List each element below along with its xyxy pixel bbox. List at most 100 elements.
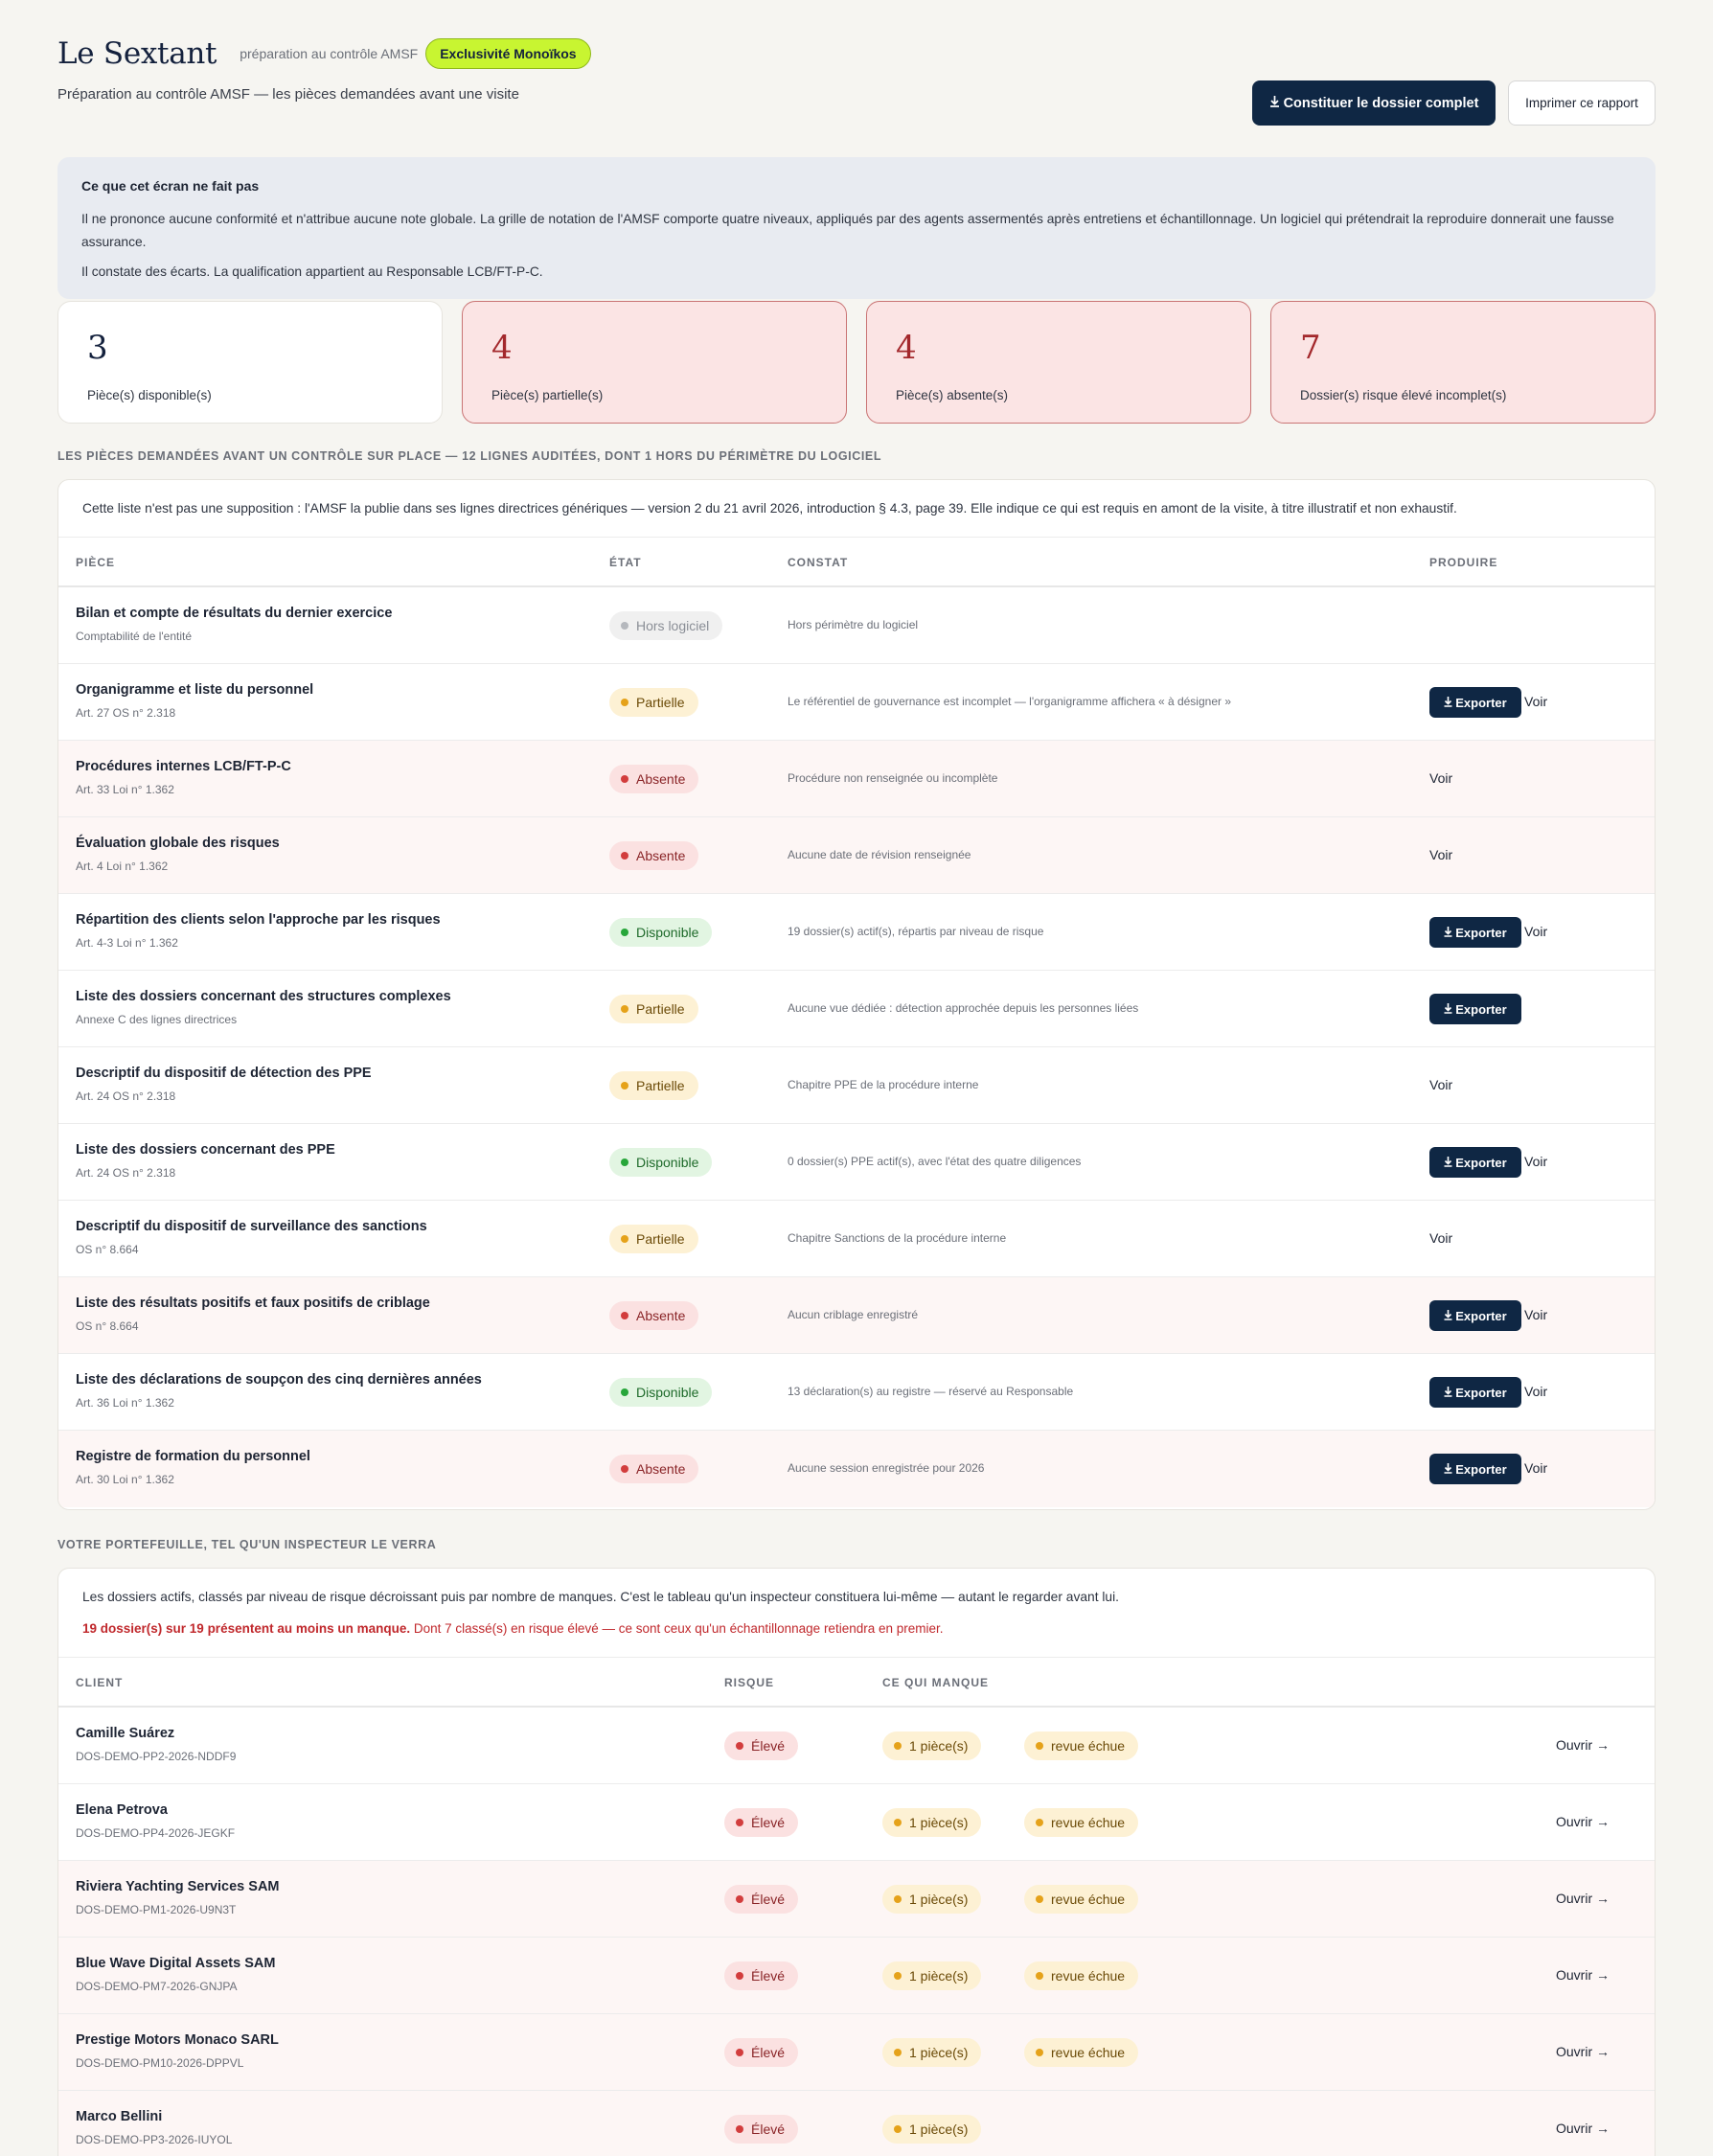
piece-reference: Art. 30 Loi n° 1.362: [76, 1473, 174, 1486]
piece-constat: Aucune vue dédiée : détection approchée …: [788, 1001, 1139, 1015]
piece-reference: Art. 27 OS n° 2.318: [76, 706, 176, 720]
print-report-button[interactable]: Imprimer ce rapport: [1508, 80, 1656, 126]
status-dot-icon: [1036, 1742, 1043, 1750]
piece-reference: OS n° 8.664: [76, 1319, 139, 1333]
view-link[interactable]: Voir: [1429, 847, 1453, 862]
review-overdue-badge-label: revue échue: [1051, 1892, 1126, 1907]
status-badge: Partielle: [609, 688, 698, 717]
piece-title: Registre de formation du personnel: [76, 1449, 310, 1464]
brand-subtitle: préparation au contrôle AMSF: [240, 46, 419, 61]
stat-value: 4: [896, 329, 917, 367]
portfolio-alert: 19 dossier(s) sur 19 présentent au moins…: [82, 1619, 1631, 1639]
status-dot-icon: [736, 2049, 743, 2056]
export-label: Exporter: [1455, 695, 1507, 710]
review-overdue-badge-label: revue échue: [1051, 1738, 1126, 1754]
status-badge-label: Partielle: [636, 1001, 685, 1017]
review-overdue-badge-label: revue échue: [1051, 1968, 1126, 1984]
open-file-link[interactable]: Ouvrir →: [1556, 2044, 1610, 2059]
stat-label: Pièce(s) disponible(s): [87, 388, 212, 402]
view-link[interactable]: Voir: [1524, 1384, 1548, 1399]
piece-title: Répartition des clients selon l'approche…: [76, 912, 441, 928]
open-file-link[interactable]: Ouvrir →: [1556, 1891, 1610, 1906]
export-button[interactable]: Exporter: [1429, 994, 1521, 1024]
piece-constat: 19 dossier(s) actif(s), répartis par niv…: [788, 925, 1044, 938]
status-badge: Partielle: [609, 1225, 698, 1253]
build-full-file-button[interactable]: Constituer le dossier complet: [1252, 80, 1496, 126]
column-constat: Constat: [788, 556, 849, 569]
export-label: Exporter: [1455, 1001, 1507, 1017]
notice-paragraph: Il constate des écarts. La qualification…: [81, 264, 543, 279]
missing-pieces-badge: 1 pièce(s): [882, 1885, 982, 1914]
review-overdue-badge: revue échue: [1024, 1808, 1139, 1837]
status-badge: Disponible: [609, 918, 713, 947]
view-link[interactable]: Voir: [1524, 1307, 1548, 1322]
stat-label: Pièce(s) absente(s): [896, 388, 1009, 402]
stat-card: 4 Pièce(s) partielle(s): [462, 301, 847, 424]
status-dot-icon: [894, 2049, 902, 2056]
status-dot-icon: [736, 1972, 743, 1980]
review-overdue-badge: revue échue: [1024, 1732, 1139, 1760]
brand-row: Le Sextant préparation au contrôle AMSF …: [57, 36, 591, 71]
portfolio-rows: Camille Suárez DOS-DEMO-PP2-2026-NDDF9 Éle…: [58, 1708, 1655, 2156]
client-name: Elena Petrova: [76, 1802, 168, 1818]
status-dot-icon: [621, 1388, 628, 1396]
risk-badge: Élevé: [724, 1808, 799, 1837]
view-link[interactable]: Voir: [1524, 1460, 1548, 1476]
missing-pieces-badge: 1 pièce(s): [882, 2115, 982, 2144]
export-button[interactable]: Exporter: [1429, 917, 1521, 948]
view-link[interactable]: Voir: [1429, 1230, 1453, 1246]
notice-title: Ce que cet écran ne fait pas: [81, 178, 260, 194]
status-dot-icon: [736, 2125, 743, 2133]
stat-label: Pièce(s) partielle(s): [491, 388, 604, 402]
status-badge: Absente: [609, 841, 699, 870]
pieces-table-header: Pièce État Constat Produire: [58, 538, 1655, 587]
export-label: Exporter: [1455, 1385, 1507, 1400]
open-file-link[interactable]: Ouvrir →: [1556, 2121, 1610, 2136]
header: Le Sextant préparation au contrôle AMSF …: [57, 0, 1656, 153]
risk-badge-label: Élevé: [751, 1968, 786, 1984]
piece-title: Liste des déclarations de soupçon des ci…: [76, 1372, 482, 1388]
table-row: Procédures internes LCB/FT-P-C Art. 33 Lo…: [58, 741, 1655, 817]
risk-badge-label: Élevé: [751, 1815, 786, 1830]
export-button[interactable]: Exporter: [1429, 1147, 1521, 1178]
risk-badge-label: Élevé: [751, 1892, 786, 1907]
open-file-link[interactable]: Ouvrir →: [1556, 1967, 1610, 1983]
stat-card: 3 Pièce(s) disponible(s): [57, 301, 443, 424]
export-button[interactable]: Exporter: [1429, 1377, 1521, 1408]
missing-pieces-badge: 1 pièce(s): [882, 1961, 982, 1990]
status-badge-label: Hors logiciel: [636, 618, 710, 633]
export-button[interactable]: Exporter: [1429, 1454, 1521, 1484]
status-dot-icon: [621, 1465, 628, 1473]
client-name: Riviera Yachting Services SAM: [76, 1879, 280, 1894]
risk-badge: Élevé: [724, 1961, 799, 1990]
export-button[interactable]: Exporter: [1429, 1300, 1521, 1331]
piece-reference: Art. 24 OS n° 2.318: [76, 1166, 176, 1180]
status-dot-icon: [621, 1005, 628, 1013]
table-row: Liste des résultats positifs et faux pos…: [58, 1277, 1655, 1354]
brand-title[interactable]: Le Sextant: [57, 36, 217, 71]
client-name: Camille Suárez: [76, 1726, 175, 1741]
view-link[interactable]: Voir: [1524, 694, 1548, 709]
page-subtitle: Préparation au contrôle AMSF — les pièce…: [57, 86, 519, 103]
stat-card: 7 Dossier(s) risque élevé incomplet(s): [1270, 301, 1656, 424]
view-link[interactable]: Voir: [1429, 1077, 1453, 1092]
table-row: Registre de formation du personnel Art. 3…: [58, 1431, 1655, 1507]
client-name: Blue Wave Digital Assets SAM: [76, 1956, 276, 1971]
view-link[interactable]: Voir: [1524, 924, 1548, 939]
open-file-link[interactable]: Ouvrir →: [1556, 1737, 1610, 1753]
column-etat: État: [609, 556, 642, 569]
status-badge-label: Disponible: [636, 1155, 699, 1170]
open-file-link[interactable]: Ouvrir →: [1556, 1814, 1610, 1829]
piece-reference: Art. 4 Loi n° 1.362: [76, 860, 169, 873]
download-icon: [1444, 1386, 1452, 1400]
export-button[interactable]: Exporter: [1429, 687, 1521, 718]
pieces-rows: Bilan et compte de résultats du dernier …: [58, 587, 1655, 1507]
view-link[interactable]: Voir: [1429, 770, 1453, 786]
stats-row: 3 Pièce(s) disponible(s) 4 Pièce(s) partiel…: [57, 301, 1656, 424]
piece-constat: 13 déclaration(s) au registre — réservé …: [788, 1385, 1074, 1398]
pieces-intro: Cette liste n'est pas une supposition : …: [58, 480, 1655, 538]
piece-reference: Comptabilité de l'entité: [76, 630, 193, 643]
piece-constat: 0 dossier(s) PPE actif(s), avec l'état d…: [788, 1155, 1082, 1168]
review-overdue-badge-label: revue échue: [1051, 1815, 1126, 1830]
view-link[interactable]: Voir: [1524, 1154, 1548, 1169]
